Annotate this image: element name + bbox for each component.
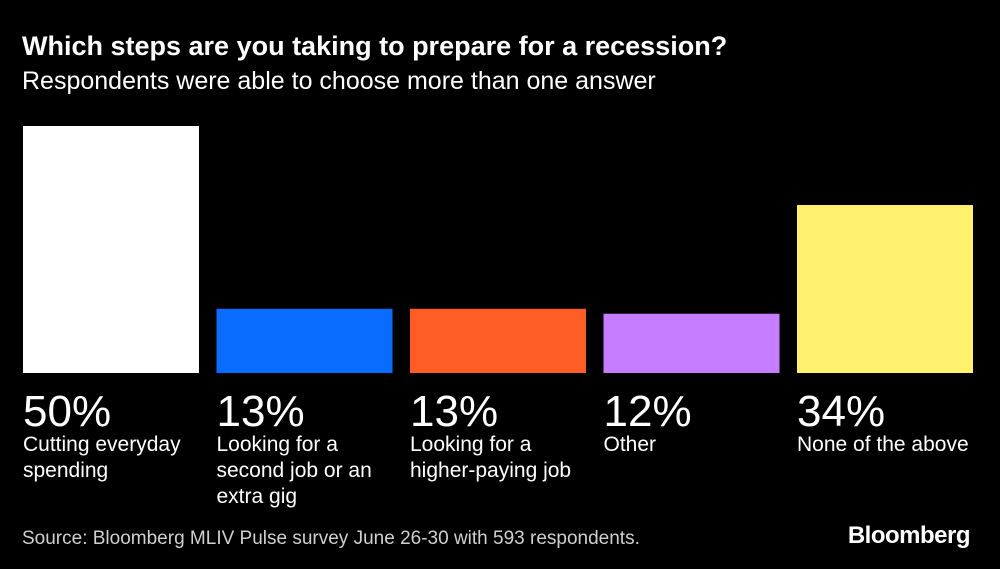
bar-3 — [410, 308, 586, 373]
bar-4 — [603, 313, 780, 373]
bar-2 — [216, 308, 393, 373]
category-label-line: higher-paying job — [410, 459, 572, 482]
category-label: None of the above — [797, 432, 987, 458]
value-label: 12% — [603, 387, 692, 436]
value-label: 50% — [23, 387, 112, 436]
bar-5 — [797, 205, 973, 373]
value-label: 13% — [216, 387, 305, 436]
category-label-line: second job or an — [216, 459, 372, 482]
category-label: Looking for a higher-paying job — [410, 432, 600, 484]
category-label-line: Looking for a — [216, 433, 338, 456]
category-label-line: extra gig — [216, 485, 298, 508]
chart-title: Which steps are you taking to prepare fo… — [22, 31, 728, 61]
category-label-line: Cutting everyday — [23, 433, 181, 456]
category-label: Cutting everyday spending — [23, 432, 213, 484]
category-label-line: None of the above — [797, 433, 969, 456]
category-label: Other — [604, 432, 794, 458]
source-note: Source: Bloomberg MLIV Pulse survey June… — [22, 528, 640, 549]
bloomberg-logo: Bloomberg — [847, 522, 971, 549]
value-label: 34% — [797, 387, 886, 436]
value-label: 13% — [410, 387, 499, 436]
category-label: Looking for a second job or an extra gig — [217, 432, 407, 510]
bar-1 — [23, 126, 199, 373]
category-label-line: Other — [603, 433, 657, 456]
category-label-line: Looking for a — [410, 433, 532, 456]
chart-subtitle: Respondents were able to choose more tha… — [22, 67, 656, 95]
category-label-line: spending — [23, 459, 109, 482]
